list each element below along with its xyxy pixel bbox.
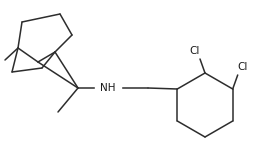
Text: NH: NH: [100, 83, 116, 93]
Text: Cl: Cl: [190, 46, 200, 56]
Text: Cl: Cl: [238, 62, 248, 72]
